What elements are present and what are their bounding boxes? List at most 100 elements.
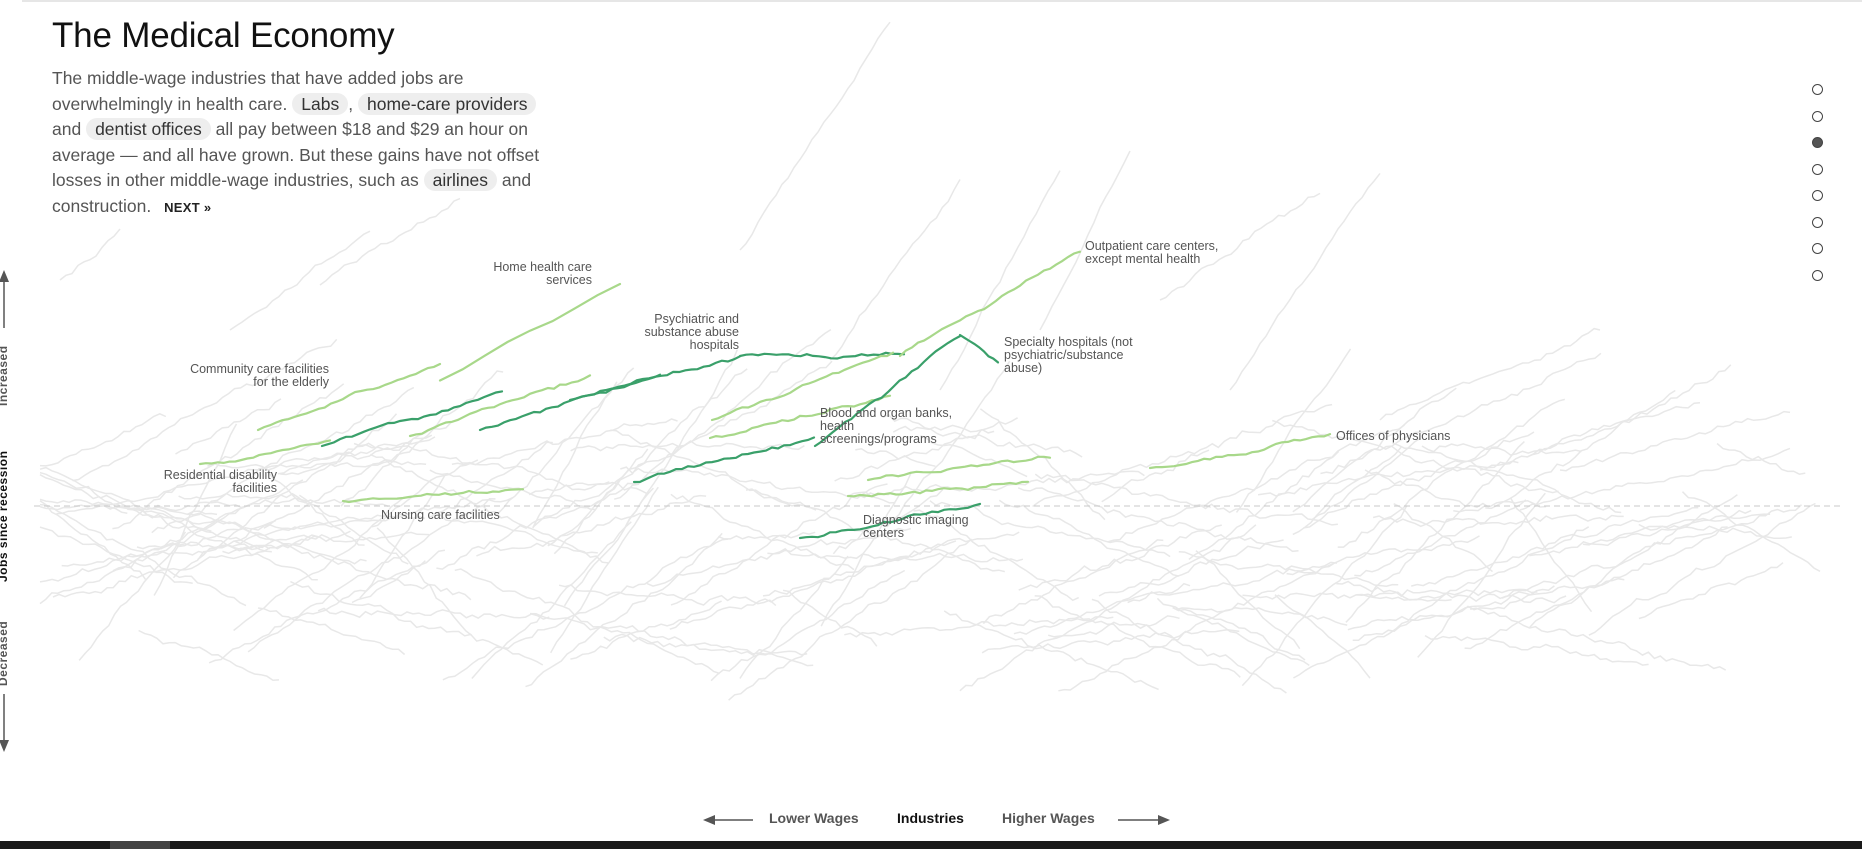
background-industry-line: [1292, 387, 1457, 513]
background-industry-line: [1638, 562, 1784, 620]
nav-dot-4[interactable]: [1812, 163, 1823, 175]
nav-dot-1[interactable]: [1812, 84, 1823, 95]
background-industry-line: [1559, 410, 1791, 472]
background-industry-line: [257, 607, 406, 656]
background-industry-line: [1034, 473, 1211, 509]
nav-dot-6[interactable]: [1812, 216, 1823, 228]
next-button[interactable]: NEXT »: [164, 199, 212, 215]
background-industry-line: [855, 448, 936, 467]
background-industry-line: [229, 230, 371, 331]
series-label: Community care facilities for the elderly: [190, 362, 330, 389]
background-industry-line: [782, 589, 878, 647]
outpatient-line-b[interactable]: [898, 250, 1082, 358]
background-industry-line: [550, 486, 659, 654]
background-industry-line: [1241, 505, 1408, 687]
background-industry-line: [1421, 443, 1582, 456]
x-axis-title: Industries: [897, 810, 964, 826]
nav-dot-2[interactable]: [1812, 110, 1823, 122]
background-industry-line: [1098, 539, 1284, 597]
background-industry-line: [982, 539, 1164, 625]
residential-disability-line[interactable]: [198, 439, 332, 466]
outpatient-line-a[interactable]: [710, 351, 895, 422]
background-industry-line: [820, 471, 913, 627]
blood-organ-dark-line[interactable]: [632, 436, 816, 484]
background-industry-line: [153, 423, 238, 596]
background-industry-line: [112, 479, 304, 572]
nav-dot-8[interactable]: [1812, 269, 1823, 281]
series-label: Specialty hospitals (not psychiatric/subs…: [1004, 335, 1133, 375]
background-industry-line: [1292, 446, 1402, 536]
background-industry-line: [429, 441, 553, 518]
background-industry-line: [371, 459, 479, 528]
background-industry-line: [892, 424, 995, 434]
background-industry-line: [1354, 499, 1527, 577]
background-industry-line: [138, 629, 280, 681]
background-industry-line: [78, 531, 187, 661]
background-industry-line: [886, 360, 1011, 528]
physicians-line[interactable]: [1148, 433, 1332, 470]
blood-organ-line[interactable]: [708, 394, 892, 440]
background-industry-line: [762, 531, 1020, 597]
nursing-care-line[interactable]: [341, 488, 525, 504]
chip-labs[interactable]: Labs: [292, 92, 349, 115]
nav-dot-5[interactable]: [1812, 190, 1823, 201]
diagnostic-line-a[interactable]: [866, 455, 1052, 482]
series-label: Blood and organ banks, health screenings/p…: [820, 406, 952, 446]
chip-airlines[interactable]: airlines: [423, 169, 498, 191]
diagnostic-dark-line[interactable]: [798, 502, 982, 540]
intro-text-4: and construction.: [52, 170, 532, 216]
background-industry-line: [267, 471, 365, 546]
background-industry-line: [439, 514, 598, 554]
psychiatric-hospital-line-b[interactable]: [408, 374, 592, 438]
diagnostic-line-b[interactable]: [846, 480, 1030, 498]
background-industry-line: [61, 544, 271, 567]
background-industry-line: [317, 607, 550, 620]
background-industry-line: [739, 21, 891, 251]
psychiatric-hospital-line-d[interactable]: [568, 355, 742, 402]
chip-dentist-offices[interactable]: dentist offices: [86, 118, 211, 140]
series-label: Outpatient care centers, except mental he…: [1085, 239, 1218, 266]
home-health-care-line[interactable]: [438, 282, 622, 382]
background-industry-line: [1485, 364, 1732, 510]
background-industry-line: [359, 474, 446, 599]
background-industry-line: [1018, 524, 1222, 591]
background-industry-line: [959, 524, 1257, 692]
intro-panel: The Medical Economy The middle-wage indu…: [52, 16, 552, 220]
background-industry-line: [1347, 577, 1625, 631]
background-industry-line: [1274, 594, 1371, 679]
psychiatric-hospital-line-a[interactable]: [320, 390, 504, 448]
series-label: Diagnostic imaging centers: [863, 513, 969, 540]
chip-home-care-providers[interactable]: home-care providers: [357, 92, 537, 115]
background-industry-line: [943, 610, 1159, 691]
left-arrow-icon: [703, 815, 753, 825]
background-industry-line: [39, 466, 272, 553]
nav-dot-3[interactable]: [1812, 137, 1823, 148]
background-industry-line: [1229, 172, 1381, 391]
background-industry-line: [1091, 598, 1287, 694]
background-industry-line: [1127, 561, 1337, 604]
background-industry-line: [920, 435, 1028, 478]
background-industry-line: [1013, 582, 1191, 635]
background-industry-line: [1681, 491, 1821, 572]
background-industry-line: [1337, 398, 1565, 548]
background-industry-line: [1510, 498, 1593, 613]
background-industry-line: [844, 615, 1114, 638]
background-industry-line: [1320, 352, 1602, 475]
background-industry-line: [832, 488, 944, 555]
psychiatric-hospital-line-e[interactable]: [738, 351, 906, 360]
background-industry-line: [1235, 348, 1352, 513]
background-industry-line: [369, 453, 609, 564]
background-industry-line: [39, 503, 247, 607]
specialty-hospital-tail[interactable]: [958, 333, 1000, 364]
series-label: Residential disability facilities: [164, 468, 278, 495]
background-industry-line: [913, 509, 1080, 602]
community-care-line[interactable]: [256, 362, 442, 432]
background-industry-line: [528, 481, 610, 496]
specialty-hospital-line[interactable]: [813, 335, 962, 448]
nav-dot-7[interactable]: [1812, 243, 1823, 254]
background-industry-line: [39, 471, 318, 581]
background-industry-line: [1242, 591, 1452, 602]
background-industry-line: [646, 527, 912, 587]
background-industry-line: [558, 584, 777, 607]
